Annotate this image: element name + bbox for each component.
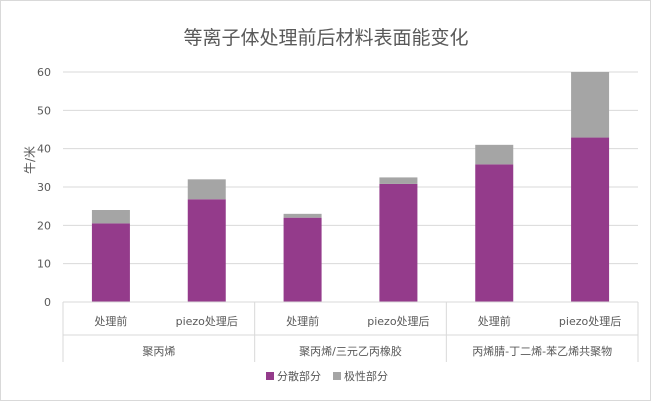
bar-polar xyxy=(379,177,418,184)
bar-polar xyxy=(91,210,130,224)
bars xyxy=(91,72,610,302)
y-tick-label: 20 xyxy=(37,219,51,232)
x-tick-label: 处理前 xyxy=(286,314,319,328)
x-group-label: 聚丙烯/三元乙丙橡胶 xyxy=(299,344,402,358)
y-tick-label: 50 xyxy=(37,104,51,117)
y-tick-label: 10 xyxy=(37,258,51,271)
legend-swatch xyxy=(266,372,274,380)
x-group-label: 聚丙烯 xyxy=(142,345,175,358)
chart-title: 等离子体处理前后材料表面能变化 xyxy=(183,27,468,49)
x-tick-label: 处理前 xyxy=(94,314,127,328)
x-tick-label: piezo处理后 xyxy=(176,315,238,328)
legend-swatch xyxy=(333,372,341,380)
y-tick-label: 60 xyxy=(37,66,51,79)
bar-dispersive xyxy=(379,183,418,302)
legend-label: 极性部分 xyxy=(344,369,388,383)
bar-polar xyxy=(475,144,514,165)
grid-lines xyxy=(63,71,638,303)
x-tick-label: piezo处理后 xyxy=(367,315,429,328)
bar-polar xyxy=(187,179,226,200)
y-tick-label: 40 xyxy=(37,143,51,156)
legend: 分散部分 极性部分 xyxy=(266,369,388,383)
x-tick-label: 处理前 xyxy=(478,314,511,328)
y-axis-label: 牛/米 xyxy=(22,146,37,174)
x-tick-label: piezo处理后 xyxy=(559,315,621,328)
bar-polar xyxy=(571,72,610,138)
y-tick-label: 0 xyxy=(44,296,51,309)
bar-dispersive xyxy=(91,223,130,302)
legend-label: 分散部分 xyxy=(277,369,321,383)
bar-polar xyxy=(283,213,322,218)
bar-dispersive xyxy=(475,164,514,302)
bar-dispersive xyxy=(187,199,226,302)
y-tick-label: 30 xyxy=(37,181,51,194)
axes: 0 10 20 30 40 50 60 处理前 piezo处理后 处理前 piezo处理后 处理前 pi… xyxy=(37,66,639,362)
bar-dispersive xyxy=(571,137,610,302)
x-group-label: 丙烯腈-丁二烯-苯乙烯共聚物 xyxy=(472,344,612,358)
bar-dispersive xyxy=(283,217,322,302)
